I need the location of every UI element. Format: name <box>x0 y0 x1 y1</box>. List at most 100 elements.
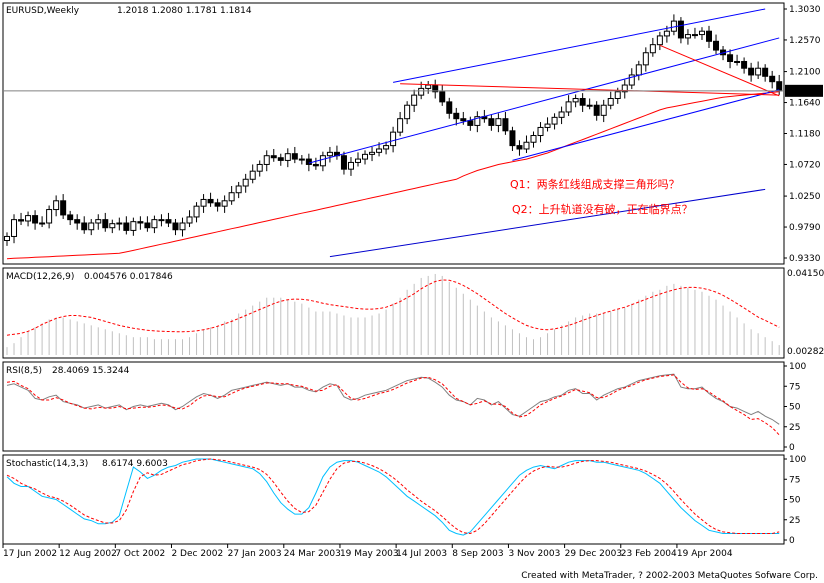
candle-body <box>516 145 523 150</box>
candle-body <box>291 153 298 160</box>
candle-body <box>74 219 81 224</box>
candle-body <box>81 222 88 231</box>
last-price-label: 1.1814 <box>788 87 820 97</box>
y-tick-label: 1.1640 <box>789 99 821 109</box>
candle-body <box>460 118 467 122</box>
candle-body <box>769 75 776 83</box>
candle-body <box>523 141 530 150</box>
candle-body <box>179 222 186 231</box>
candle-body <box>383 145 390 150</box>
candle-body <box>649 44 656 54</box>
panel-frame-1 <box>2 267 785 359</box>
candle-body <box>130 221 137 231</box>
macd-signal-line <box>6 279 780 336</box>
osc-2-signal-line <box>6 374 780 436</box>
ohlc-label: 1.2018 1.2080 1.1781 1.1814 <box>117 6 252 16</box>
candle-body <box>228 192 235 202</box>
x-tick-label: 17 Jun 2002 <box>3 549 57 559</box>
candle-body <box>411 94 418 106</box>
candle-body <box>390 131 397 147</box>
channel-lower <box>512 89 780 161</box>
candle-body <box>369 151 376 155</box>
x-tick-label: 7 Oct 2002 <box>115 549 165 559</box>
candle-body <box>88 222 95 231</box>
macd-tick-top: 0.04150 <box>787 269 824 279</box>
candle-body <box>186 216 193 224</box>
candle-body <box>607 98 614 106</box>
candle-body <box>586 104 593 107</box>
chart-text: 1.1814 1.3030 1.2570 1.2100 1.1640 1.1180 1.07… <box>3 5 824 581</box>
candle-body <box>53 200 60 211</box>
x-tick-label: 29 Dec 2003 <box>565 549 623 559</box>
candle-body <box>32 215 39 224</box>
x-tick-label: 2 Dec 2002 <box>171 549 223 559</box>
candle-body <box>663 30 670 37</box>
candle-body <box>256 163 263 172</box>
candle-body <box>277 157 284 161</box>
candle-body <box>25 215 32 222</box>
symbol-label: EURUSD,Weekly <box>6 6 80 16</box>
candle-body <box>18 219 25 222</box>
trend-line-flat <box>400 83 780 96</box>
candle-body <box>165 219 172 224</box>
x-tick-label: 12 Aug 2002 <box>59 549 117 559</box>
annotation-q1: Q1：两条红线组成支撑三角形吗？ <box>510 177 680 191</box>
candle-body <box>727 54 734 62</box>
y-tick-label: 0.9790 <box>789 223 821 233</box>
candle-body <box>698 30 705 36</box>
candle-body <box>214 202 221 207</box>
candle-body <box>242 178 249 187</box>
candle-body <box>137 221 144 224</box>
candle-body <box>319 155 326 167</box>
y-tick-label: 1.2100 <box>789 68 821 78</box>
candle-body <box>193 205 200 218</box>
osc-tick-label: 75 <box>789 382 800 392</box>
x-tick-label: 19 Apr 2004 <box>677 549 733 559</box>
x-tick-label: 8 Sep 2003 <box>452 549 503 559</box>
osc-3-signal-line <box>6 458 780 535</box>
candle-body <box>467 120 474 126</box>
osc-2-label: RSI(8,5) <box>6 366 42 376</box>
x-tick-label: 27 Jan 2003 <box>228 549 282 559</box>
x-tick-label: 3 Nov 2003 <box>508 549 560 559</box>
candle-body <box>60 200 67 216</box>
osc-tick-label: 0 <box>789 536 795 546</box>
candle-body <box>123 222 130 231</box>
candle-body <box>656 35 663 46</box>
y-tick-label: 1.3030 <box>789 5 821 15</box>
ma-red-line <box>6 91 780 260</box>
channel-upper <box>393 8 766 83</box>
y-tick-label: 1.0720 <box>789 160 821 170</box>
x-tick-label: 14 Jul 2003 <box>396 549 447 559</box>
footer-credit: Created with MetaTrader, ? 2002-2003 Met… <box>521 571 818 581</box>
osc-tick-label: 50 <box>789 496 801 506</box>
candle-body <box>614 91 621 100</box>
candle-body <box>46 209 53 224</box>
candle-body <box>635 64 642 76</box>
candle-body <box>621 84 628 93</box>
candle-body <box>207 198 214 204</box>
candle-body <box>439 91 446 103</box>
candle-body <box>270 155 277 159</box>
candle-body <box>572 98 579 103</box>
candle-body <box>158 219 165 222</box>
candle-body <box>677 20 684 39</box>
candle-body <box>298 158 305 161</box>
last-price-box <box>785 84 823 97</box>
x-tick-label: 23 Feb 2004 <box>621 549 677 559</box>
candle-body <box>221 200 228 207</box>
osc-3-main-line <box>6 458 780 536</box>
candle-body <box>642 52 649 66</box>
candle-body <box>691 34 698 37</box>
candle-body <box>579 98 586 106</box>
macd-tick-bottom: 0.00282 <box>787 347 824 357</box>
candle-body <box>537 126 544 137</box>
candle-body <box>326 151 333 157</box>
candle-body <box>347 161 354 170</box>
candle-body <box>4 235 10 242</box>
candle-body <box>397 118 404 133</box>
candle-body <box>551 116 558 125</box>
osc-tick-label: 25 <box>789 516 800 526</box>
annotation-q2: Q2：上升轨道没有破，正在临界点？ <box>512 202 693 216</box>
candle-body <box>530 135 537 143</box>
